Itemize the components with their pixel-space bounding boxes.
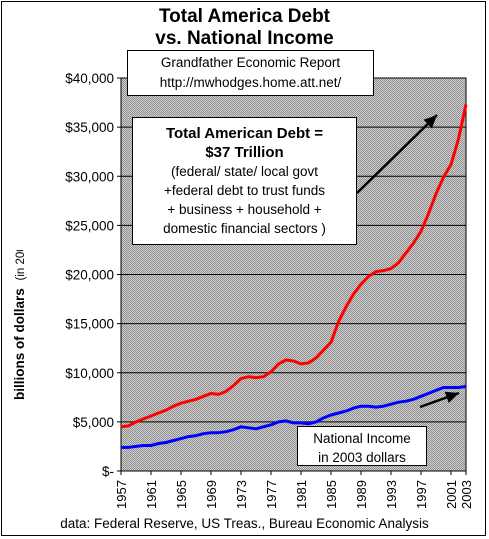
income-series-line <box>121 385 467 449</box>
debt-arrow <box>356 114 438 194</box>
debt-annotation-title: Total American Debt = <box>165 125 324 142</box>
y-tick-label: $30,000 <box>65 169 114 184</box>
x-tick-label: 2001 <box>444 480 459 509</box>
y-tick-label: $35,000 <box>65 120 114 135</box>
y-tick-label: $40,000 <box>65 71 114 86</box>
y-axis-label: billions of dollars (in 2003 dollars) <box>4 198 34 400</box>
debt-series-line <box>120 104 468 429</box>
debt-annotation-detail-3: + business + household + <box>167 202 322 217</box>
y-axis: $- $5,000 $10,000 $15,000 $20,000 $25,000 $30,… <box>65 71 121 479</box>
debt-annotation-detail-4: domestic financial sectors ) <box>163 221 326 236</box>
x-tick-label: 2003 <box>459 480 474 509</box>
income-annotation-box: National Income in 2003 dollars <box>297 426 427 466</box>
x-tick-label: 1973 <box>234 480 249 509</box>
y-tick-label: $5,000 <box>73 415 114 430</box>
x-tick-label: 1985 <box>324 480 339 509</box>
chart-title-line1: Total America Debt <box>158 6 331 27</box>
annotation-arrows <box>356 114 460 409</box>
x-tick-label: 1969 <box>204 480 219 509</box>
debt-annotation-amount: $37 Trillion <box>205 144 284 161</box>
income-arrow-head <box>444 391 459 404</box>
svg-text:billions of dollars (in: billions of dollars (in 2003 dollars) <box>12 250 27 400</box>
x-tick-label: 1965 <box>174 480 189 509</box>
x-tick-label: 1981 <box>294 480 309 509</box>
source-box: Grandfather Economic Report http://mwhod… <box>127 50 374 96</box>
series-lines <box>120 104 468 449</box>
chart-title-line2: vs. National Income <box>155 28 334 49</box>
data-source-footer: data: Federal Reserve, US Treas., Bureau… <box>60 516 429 531</box>
x-tick-label: 1977 <box>264 480 279 509</box>
debt-arrow-head <box>423 115 437 129</box>
y-tick-label: $25,000 <box>65 218 114 233</box>
y-tick-label: $20,000 <box>65 268 114 283</box>
x-tick-label: 1957 <box>114 480 129 509</box>
y-tick-label: $15,000 <box>65 317 114 332</box>
income-annotation-line1: National Income <box>313 431 411 446</box>
x-tick-label: 1989 <box>354 480 369 509</box>
debt-annotation-detail-2: +federal debt to trust funds <box>164 183 325 198</box>
income-annotation-line2: in 2003 dollars <box>318 450 406 465</box>
x-tick-label: 1997 <box>414 480 429 509</box>
x-tick-label: 1993 <box>384 480 399 509</box>
y-tick-label: $10,000 <box>65 366 114 381</box>
y-axis-subtitle: (in 2003 dollars) <box>15 250 27 280</box>
y-axis-title: billions of dollars <box>12 288 27 400</box>
x-axis: 1957 1961 1965 1969 1973 1977 1981 1985 1989 1993… <box>114 471 474 509</box>
debt-annotation-box: Total American Debt = $37 Trillion (fede… <box>132 117 357 245</box>
debt-annotation-detail-1: (federal/ state/ local govt <box>170 164 319 179</box>
y-tick-label: $- <box>102 464 114 479</box>
source-name: Grandfather Economic Report <box>160 55 341 70</box>
source-url: http://mwhodges.home.att.net/ <box>159 75 342 90</box>
x-tick-label: 1961 <box>144 480 159 509</box>
